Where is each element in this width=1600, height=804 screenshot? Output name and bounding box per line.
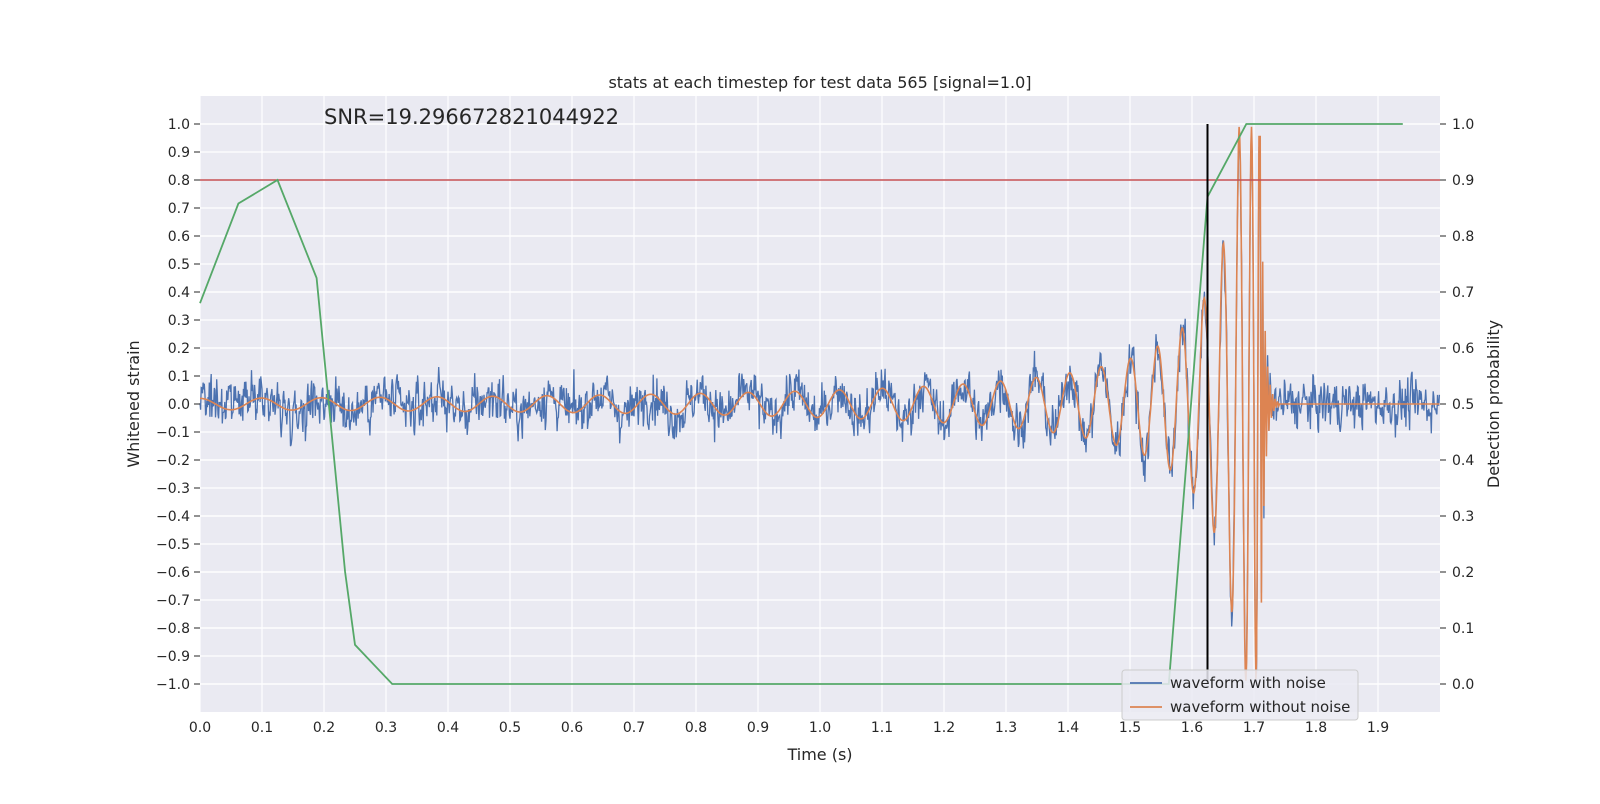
x-axis-label: Time (s) <box>786 745 852 764</box>
y-tick-label: −0.5 <box>156 537 190 553</box>
x-tick-label: 0.2 <box>313 720 335 736</box>
x-tick-label: 0.4 <box>437 720 459 736</box>
detection-probability-line <box>199 123 1403 685</box>
legend-label-clean: waveform without noise <box>1170 698 1350 716</box>
legend-box <box>1121 669 1359 721</box>
y2-tick-label: 0.5 <box>1452 397 1474 413</box>
series-detection-probability <box>199 123 1403 685</box>
y2-tick-label: 0.2 <box>1452 565 1474 581</box>
y2-tick-label: 0.9 <box>1452 173 1474 189</box>
y2-tick-label: 0.8 <box>1452 229 1474 245</box>
y2-axis-ticks: 1.0 0.9 0.8 0.7 0.6 0.5 0.4 0.3 0.2 0.1 0.0 <box>1440 117 1474 693</box>
y-tick-label: 0.8 <box>168 173 190 189</box>
x-tick-label: 1.9 <box>1367 720 1389 736</box>
y2-axis-label: Detection probability <box>1484 320 1503 488</box>
y-tick-label: −1.0 <box>156 677 190 693</box>
y-tick-label: 0.6 <box>168 229 190 245</box>
x-tick-label: 0.1 <box>251 720 273 736</box>
legend-label-noise: waveform with noise <box>1170 674 1326 692</box>
x-tick-label: 1.6 <box>1181 720 1203 736</box>
chart-title: stats at each timestep for test data 565… <box>608 73 1031 92</box>
y2-tick-label: 0.0 <box>1452 677 1474 693</box>
x-tick-label: 0.5 <box>499 720 521 736</box>
x-tick-label: 0.6 <box>561 720 583 736</box>
x-tick-label: 1.3 <box>995 720 1017 736</box>
y-tick-label: 0.2 <box>168 341 190 357</box>
x-tick-label: 0.9 <box>747 720 769 736</box>
series-waveform-without-noise <box>200 126 1440 681</box>
y2-tick-label: 0.7 <box>1452 285 1474 301</box>
y-tick-label: 0.3 <box>168 313 190 329</box>
y-tick-label: 1.0 <box>168 117 190 133</box>
y-tick-label: 0.5 <box>168 257 190 273</box>
x-tick-label: 1.8 <box>1305 720 1327 736</box>
y-tick-label: −0.9 <box>156 649 190 665</box>
y-tick-label: −0.1 <box>156 425 190 441</box>
y-tick-label: 0.9 <box>168 145 190 161</box>
x-tick-label: 0.0 <box>189 720 211 736</box>
legend: waveform with noise waveform without noi… <box>1121 669 1359 721</box>
x-tick-label: 0.7 <box>623 720 645 736</box>
y-tick-label: −0.7 <box>156 593 190 609</box>
y2-tick-label: 0.6 <box>1452 341 1474 357</box>
y-axis-label: Whitened strain <box>124 340 143 467</box>
snr-annotation: SNR=19.296672821044922 <box>324 105 619 129</box>
y-tick-label: −0.3 <box>156 481 190 497</box>
y-tick-label: 0.7 <box>168 201 190 217</box>
y2-tick-label: 0.1 <box>1452 621 1474 637</box>
y2-tick-label: 0.3 <box>1452 509 1474 525</box>
y-tick-label: −0.8 <box>156 621 190 637</box>
y-axis-ticks: 1.0 0.9 0.8 0.7 0.6 0.5 0.4 0.3 0.2 0.1 0.0 −0.1 −0.… <box>156 117 200 693</box>
waveform-without-noise-line <box>200 126 1440 681</box>
x-tick-label: 1.1 <box>871 720 893 736</box>
x-tick-label: 1.2 <box>933 720 955 736</box>
y2-tick-label: 1.0 <box>1452 117 1474 133</box>
x-axis-ticks: 0.0 0.1 0.2 0.3 0.4 0.5 0.6 0.7 0.8 0.9 1.0 1.1 1.2 1… <box>189 720 1389 736</box>
y-tick-label: −0.6 <box>156 565 190 581</box>
x-tick-label: 1.7 <box>1243 720 1265 736</box>
y-tick-label: −0.4 <box>156 509 190 525</box>
x-tick-label: 0.3 <box>375 720 397 736</box>
x-tick-label: 1.0 <box>809 720 831 736</box>
y2-tick-label: 0.4 <box>1452 453 1474 469</box>
y-tick-label: 0.4 <box>168 285 190 301</box>
x-tick-label: 0.8 <box>685 720 707 736</box>
y-tick-label: 0.0 <box>168 397 190 413</box>
y-tick-label: −0.2 <box>156 453 190 469</box>
y-tick-label: 0.1 <box>168 369 190 385</box>
x-tick-label: 1.5 <box>1119 720 1141 736</box>
x-tick-label: 1.4 <box>1057 720 1079 736</box>
